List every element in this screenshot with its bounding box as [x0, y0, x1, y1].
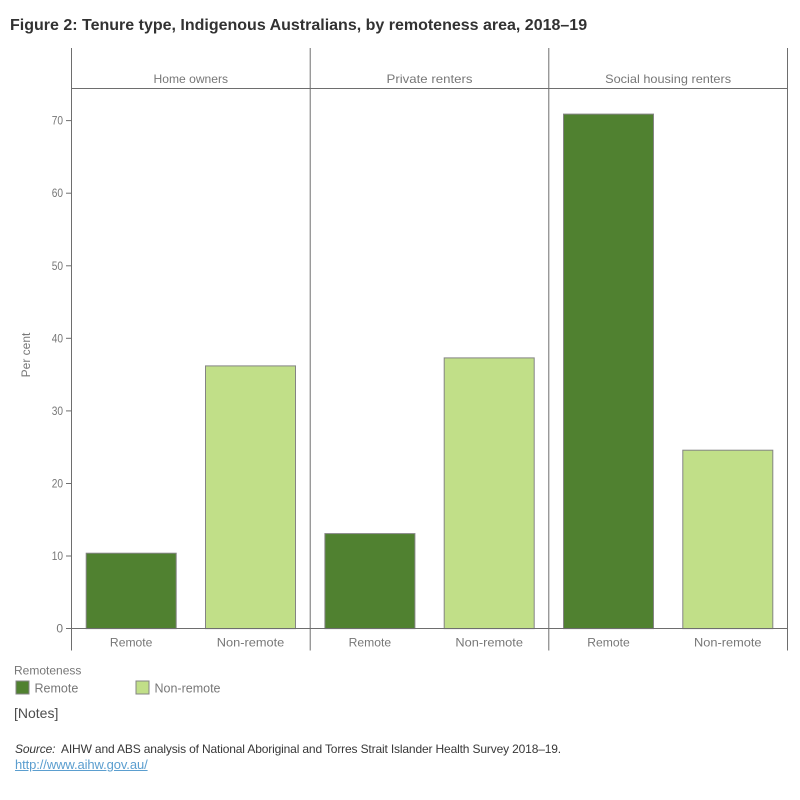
svg-text:Remote: Remote: [110, 636, 153, 650]
svg-text:Remote: Remote: [35, 682, 79, 696]
svg-text:Non-remote: Non-remote: [455, 636, 523, 650]
svg-text:40: 40: [52, 331, 64, 345]
svg-text:Non-remote: Non-remote: [155, 682, 221, 696]
svg-text:20: 20: [52, 477, 64, 491]
svg-text:Per cent: Per cent: [19, 332, 33, 377]
svg-text:Non-remote: Non-remote: [217, 636, 285, 650]
svg-text:70: 70: [52, 114, 64, 128]
svg-text:10: 10: [52, 549, 64, 563]
svg-text:Remote: Remote: [587, 636, 630, 650]
svg-text:Non-remote: Non-remote: [694, 636, 762, 650]
svg-text:30: 30: [52, 404, 64, 418]
svg-text:50: 50: [52, 259, 64, 273]
svg-text:Home owners: Home owners: [154, 72, 229, 86]
svg-text:Remote: Remote: [349, 636, 392, 650]
svg-text:60: 60: [52, 186, 64, 200]
svg-text:Remoteness: Remoteness: [14, 664, 81, 678]
svg-text:Social housing renters: Social housing renters: [605, 72, 731, 86]
svg-text:Private renters: Private renters: [387, 72, 473, 86]
svg-text:0: 0: [56, 622, 63, 636]
